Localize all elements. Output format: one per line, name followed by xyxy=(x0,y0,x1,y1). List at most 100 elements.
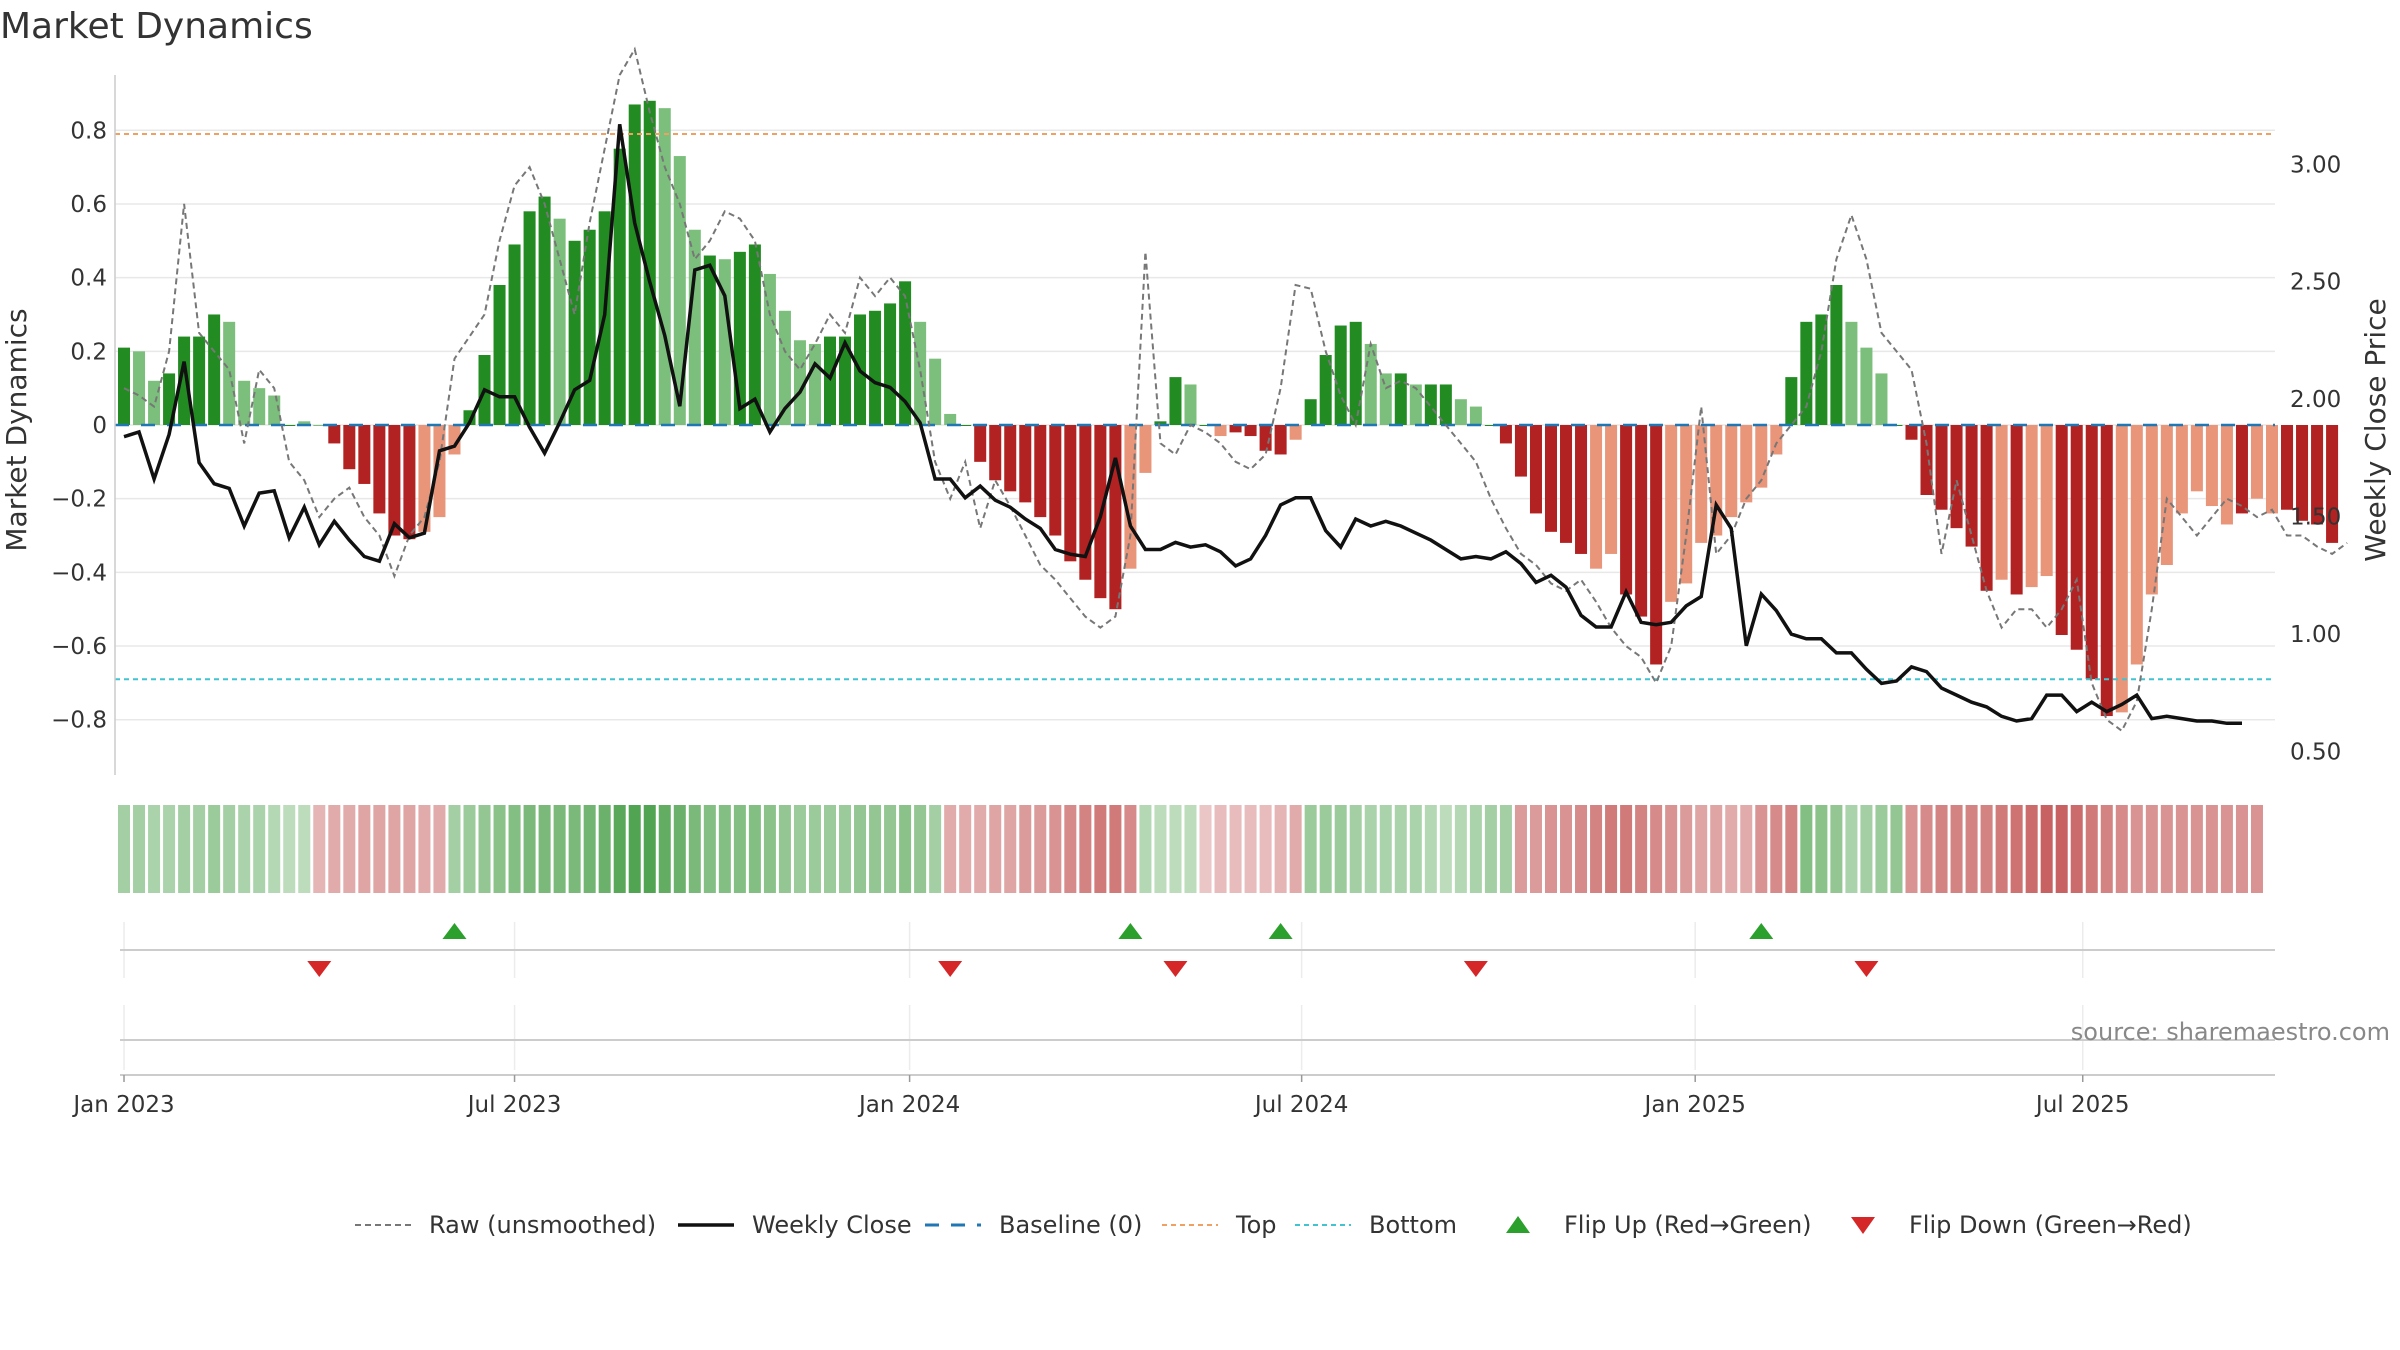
x-tick-label: Jul 2023 xyxy=(466,1092,562,1118)
strip-cell xyxy=(823,805,837,893)
strip-cell xyxy=(583,805,596,893)
y-left-tick-label: 0 xyxy=(92,413,107,439)
strip-cell xyxy=(403,805,416,893)
x-axis: Jan 2023 Jul 2023 Jan 2024 Jul 2024 Jan 2025… xyxy=(71,1075,2130,1118)
strip-cell xyxy=(148,805,161,893)
flip-markers-panel xyxy=(120,922,2275,1076)
dynamics-bar xyxy=(1454,399,1467,425)
strip-cell xyxy=(1740,805,1753,893)
strip-cell xyxy=(1890,805,1903,893)
x-tick-label: Jul 2025 xyxy=(2034,1092,2130,1118)
dynamics-bar xyxy=(2010,425,2023,595)
dynamics-bar xyxy=(1139,425,1152,473)
strip-cell xyxy=(1229,805,1242,893)
dynamics-bar xyxy=(869,310,882,425)
strip-cell xyxy=(959,805,972,893)
dynamics-bar xyxy=(118,347,131,425)
strip-cell xyxy=(2085,805,2098,893)
dynamics-bar xyxy=(1605,425,1618,554)
dynamics-bar xyxy=(884,303,897,425)
dynamics-bar xyxy=(1680,425,1693,584)
dynamics-bar xyxy=(298,421,311,425)
dynamics-bar xyxy=(2205,425,2218,507)
strip-cell xyxy=(914,805,927,893)
strip-cell xyxy=(1965,805,1978,893)
strip-cell xyxy=(493,805,506,893)
strip-cell xyxy=(223,805,236,893)
strip-cell xyxy=(1875,805,1888,893)
strip-cell xyxy=(1064,805,1077,893)
strip-cell xyxy=(1289,805,1302,893)
dynamics-bar xyxy=(1289,425,1302,440)
strip-cell xyxy=(178,805,191,893)
flip-down-marker xyxy=(938,961,963,977)
strip-cell xyxy=(1379,805,1392,893)
dynamics-bar xyxy=(1695,425,1708,543)
strip-cell xyxy=(1560,805,1573,893)
dynamics-bar xyxy=(1154,421,1167,425)
dynamics-bar xyxy=(1424,384,1437,425)
strip-cell xyxy=(2160,805,2173,893)
strip-cell xyxy=(1139,805,1152,893)
dynamics-bar xyxy=(1049,425,1062,536)
strip-cell xyxy=(688,805,701,893)
strip-cell xyxy=(778,805,791,893)
dynamics-bar xyxy=(1740,425,1753,503)
dynamics-bar xyxy=(1229,425,1242,433)
y-left-tick-label: 0.4 xyxy=(70,266,107,292)
dynamics-bar xyxy=(508,244,521,425)
strip-cell xyxy=(193,805,206,893)
dynamics-bar xyxy=(718,259,731,425)
strip-cell xyxy=(478,805,491,893)
strip-cell xyxy=(418,805,431,893)
strip-cell xyxy=(1725,805,1738,893)
dynamics-bar xyxy=(133,351,146,425)
strip-cell xyxy=(974,805,987,893)
dynamics-bar xyxy=(1575,425,1588,554)
strip-cell xyxy=(1605,805,1618,893)
dynamics-bar xyxy=(2100,425,2113,717)
dynamics-bar xyxy=(538,196,551,425)
flip-down-marker xyxy=(1463,961,1488,977)
strip-cell xyxy=(388,805,401,893)
y-left-tick-label: 0.2 xyxy=(70,339,107,365)
strip-cell xyxy=(1785,805,1798,893)
dynamics-bar xyxy=(944,413,957,425)
dynamics-bar xyxy=(253,388,266,425)
source-note: source: sharemaestro.com xyxy=(2071,1018,2390,1046)
strip-cell xyxy=(1830,805,1843,893)
strip-cell xyxy=(238,805,251,893)
strip-cell xyxy=(929,805,942,893)
dynamics-bar xyxy=(1770,425,1783,455)
dynamics-bar xyxy=(283,425,296,426)
legend-label: Baseline (0) xyxy=(999,1211,1142,1239)
dynamics-bar xyxy=(1905,425,1918,440)
strip-cell xyxy=(2175,805,2188,893)
y-right-tick-label: 1.50 xyxy=(2290,505,2341,531)
strip-cell xyxy=(1635,805,1648,893)
strip-cell xyxy=(2145,805,2158,893)
dynamics-bar xyxy=(1349,321,1362,425)
dynamics-bar xyxy=(1334,325,1347,425)
strip-cell xyxy=(133,805,146,893)
strip-cell xyxy=(748,805,761,893)
flip-up-marker xyxy=(442,923,467,939)
legend-label: Bottom xyxy=(1369,1211,1457,1239)
strip-cell xyxy=(989,805,1002,893)
dynamics-bar xyxy=(2190,425,2203,492)
dynamics-bar xyxy=(553,218,566,425)
strip-cell xyxy=(1034,805,1047,893)
dynamics-bar xyxy=(238,380,251,425)
x-tick-label: Jul 2024 xyxy=(1253,1092,1349,1118)
strip-cell xyxy=(553,805,566,893)
dynamics-bar xyxy=(1259,425,1272,451)
strip-cell xyxy=(1845,805,1858,893)
dynamics-bar xyxy=(403,425,416,540)
strip-cell xyxy=(1590,805,1603,893)
x-tick-label: Jan 2024 xyxy=(857,1092,960,1118)
dynamics-bar xyxy=(2145,425,2158,595)
strip-cell xyxy=(2010,805,2023,893)
strip-cell xyxy=(854,805,867,893)
dynamics-bar xyxy=(2265,425,2279,514)
dynamics-bars xyxy=(118,100,2339,717)
